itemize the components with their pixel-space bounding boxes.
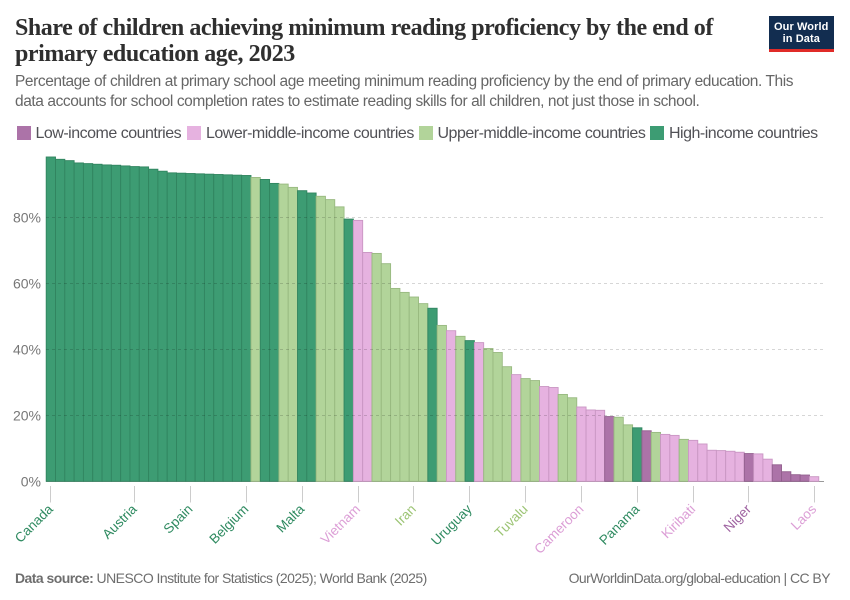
svg-text:Tuvalu: Tuvalu <box>492 502 531 541</box>
svg-text:60%: 60% <box>13 276 41 292</box>
svg-text:40%: 40% <box>13 342 41 358</box>
svg-text:Uruguay: Uruguay <box>428 501 475 548</box>
svg-text:Laos: Laos <box>788 501 819 532</box>
svg-text:Spain: Spain <box>161 502 196 537</box>
svg-text:Belgium: Belgium <box>206 502 251 547</box>
svg-text:Iran: Iran <box>392 502 419 529</box>
svg-text:80%: 80% <box>13 210 41 226</box>
svg-text:Malta: Malta <box>273 501 307 535</box>
svg-text:Panama: Panama <box>596 501 643 548</box>
svg-text:Niger: Niger <box>721 501 755 535</box>
svg-text:Austria: Austria <box>99 501 140 542</box>
svg-text:Vietnam: Vietnam <box>318 502 363 547</box>
svg-text:Cameroon: Cameroon <box>531 502 586 557</box>
svg-text:0%: 0% <box>21 474 41 490</box>
svg-text:Kiribati: Kiribati <box>658 502 698 542</box>
svg-text:Canada: Canada <box>12 501 56 545</box>
svg-text:20%: 20% <box>13 408 41 424</box>
